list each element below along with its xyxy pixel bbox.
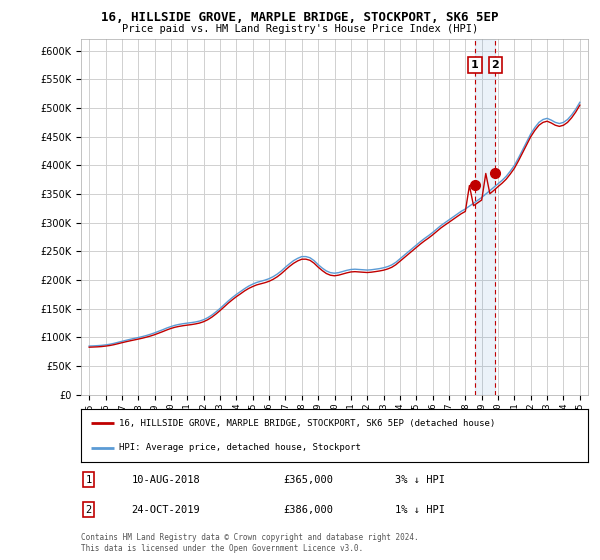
- Text: Price paid vs. HM Land Registry's House Price Index (HPI): Price paid vs. HM Land Registry's House …: [122, 24, 478, 34]
- Text: HPI: Average price, detached house, Stockport: HPI: Average price, detached house, Stoc…: [119, 443, 361, 452]
- Text: 1% ↓ HPI: 1% ↓ HPI: [395, 505, 445, 515]
- Text: 1: 1: [471, 60, 479, 70]
- Bar: [475, 39, 496, 395]
- Text: 24-OCT-2019: 24-OCT-2019: [132, 505, 200, 515]
- Text: 16, HILLSIDE GROVE, MARPLE BRIDGE, STOCKPORT, SK6 5EP (detached house): 16, HILLSIDE GROVE, MARPLE BRIDGE, STOCK…: [119, 419, 495, 428]
- Text: 2: 2: [491, 60, 499, 70]
- Text: 1: 1: [85, 475, 92, 484]
- Text: 16, HILLSIDE GROVE, MARPLE BRIDGE, STOCKPORT, SK6 5EP: 16, HILLSIDE GROVE, MARPLE BRIDGE, STOCK…: [101, 11, 499, 24]
- Text: £386,000: £386,000: [284, 505, 334, 515]
- Text: 3% ↓ HPI: 3% ↓ HPI: [395, 475, 445, 484]
- Text: 2: 2: [85, 505, 92, 515]
- Text: 10-AUG-2018: 10-AUG-2018: [132, 475, 200, 484]
- Text: £365,000: £365,000: [284, 475, 334, 484]
- Text: Contains HM Land Registry data © Crown copyright and database right 2024.
This d: Contains HM Land Registry data © Crown c…: [81, 533, 419, 553]
